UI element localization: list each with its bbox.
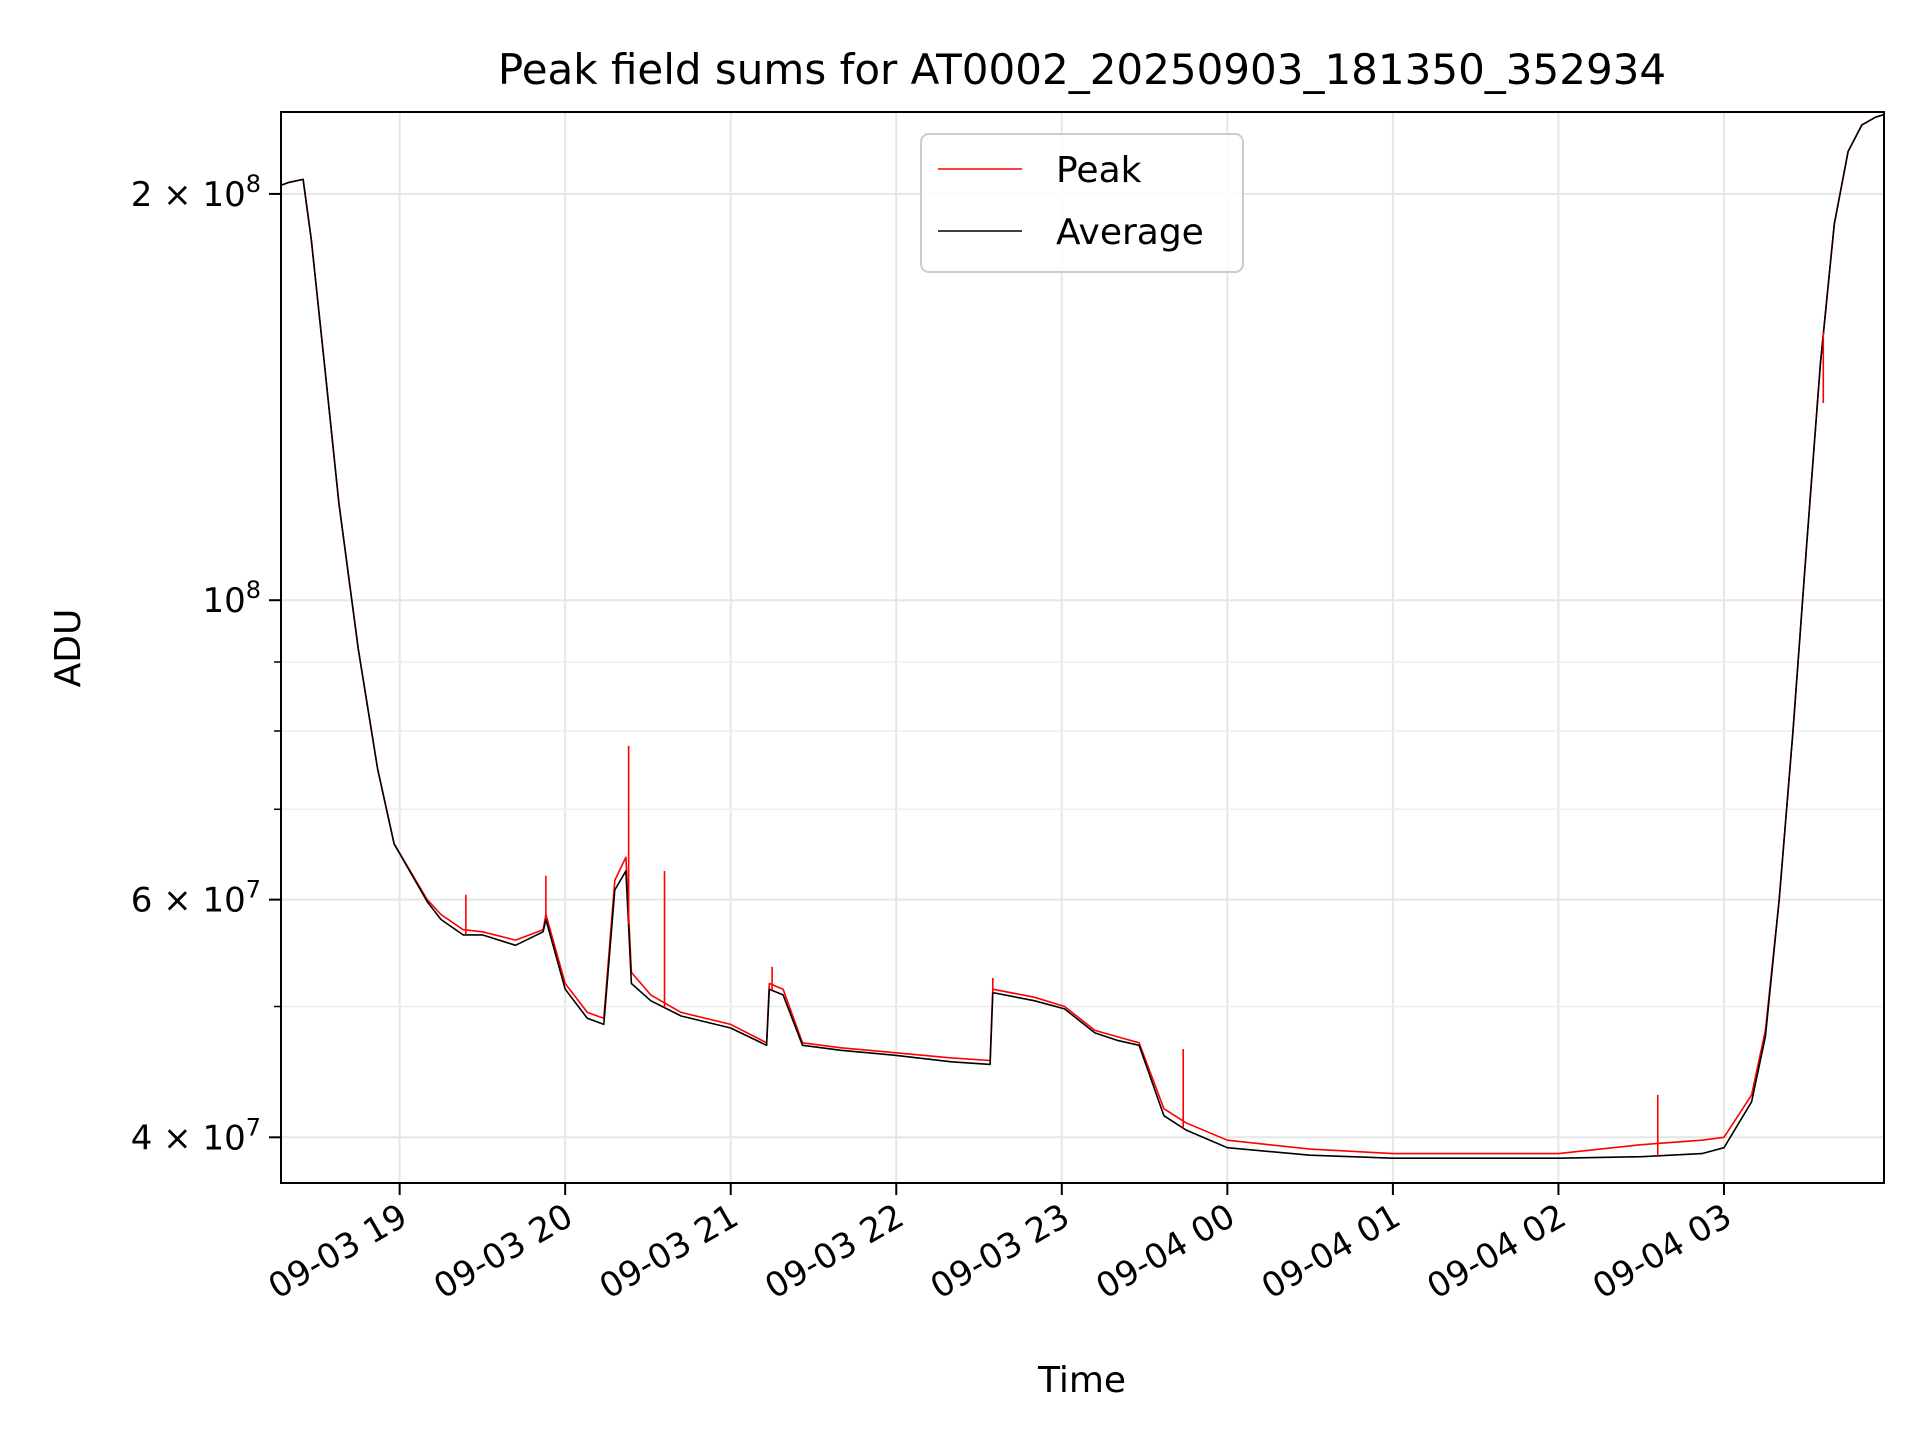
y-axis-label: ADU bbox=[48, 609, 89, 688]
series-line-average bbox=[280, 113, 1885, 1159]
legend: Peak Average bbox=[920, 133, 1244, 273]
plot-frame bbox=[280, 111, 1885, 1184]
y-tick-label: 2 × 108 bbox=[131, 170, 261, 215]
y-tick-label: 6 × 107 bbox=[131, 876, 261, 921]
grid-layer bbox=[281, 112, 1884, 1183]
chart-title: Peak field sums for AT0002_20250903_1813… bbox=[498, 45, 1666, 94]
legend-label-peak: Peak bbox=[1056, 150, 1142, 191]
series-line-peak bbox=[280, 113, 1885, 1155]
x-axis-label: Time bbox=[1037, 1360, 1126, 1401]
series-layer bbox=[280, 113, 1885, 1159]
y-tick-label: 4 × 107 bbox=[131, 1113, 261, 1158]
legend-label-average: Average bbox=[1056, 212, 1204, 253]
